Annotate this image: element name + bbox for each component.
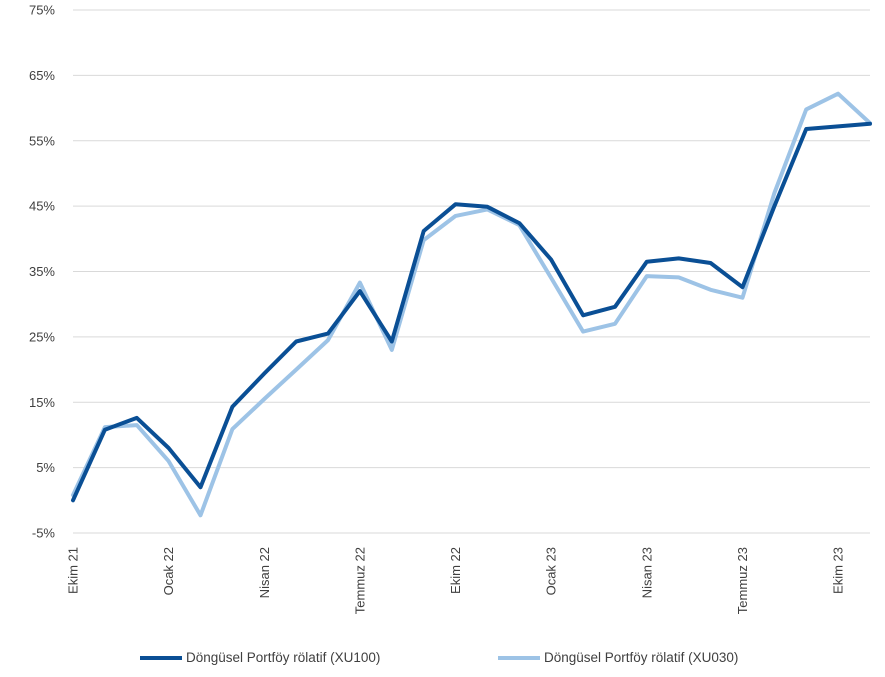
- y-tick-label: 35%: [29, 264, 55, 279]
- series-line-xu100: [71, 121, 872, 503]
- gridlines: [73, 9, 870, 534]
- x-tick-label: Ekim 22: [448, 547, 463, 594]
- series-lines: [71, 91, 872, 518]
- y-tick-label: 25%: [29, 329, 55, 344]
- x-tick-label: Ocak 22: [161, 547, 176, 595]
- x-axis-tick-labels: Ekim 21 Ocak 22 Nisan 22 Temmuz 22 Ekim 22 Oc…: [66, 547, 846, 614]
- line-chart: 75% 65% 55% 45% 35% 25% 15% 5% -5% Ekim 21 Ocak 2…: [29, 3, 872, 614]
- x-tick-label: Ekim 21: [66, 547, 81, 594]
- legend-label-xu100: Döngüsel Portföy rölatif (XU100): [186, 650, 381, 665]
- x-tick-label: Ocak 23: [544, 547, 559, 595]
- x-tick-label: Temmuz 23: [735, 547, 750, 614]
- x-tick-label: Nisan 22: [257, 547, 272, 598]
- y-tick-label: -5%: [32, 526, 56, 541]
- legend-item-xu030: Döngüsel Portföy rölatif (XU030): [498, 650, 738, 665]
- series-line-xu030: [71, 91, 872, 518]
- legend-swatch-xu100: [140, 655, 182, 660]
- x-tick-label: Nisan 23: [639, 547, 654, 598]
- y-axis-tick-labels: 75% 65% 55% 45% 35% 25% 15% 5% -5%: [29, 3, 55, 541]
- y-tick-label: 65%: [29, 68, 55, 83]
- x-tick-label: Temmuz 22: [352, 547, 367, 614]
- y-tick-label: 45%: [29, 199, 55, 214]
- legend-item-xu100: Döngüsel Portföy rölatif (XU100): [140, 650, 380, 665]
- y-tick-label: 75%: [29, 3, 55, 18]
- y-tick-label: 15%: [29, 395, 55, 410]
- legend-swatch-xu030: [498, 655, 540, 660]
- legend-label-xu030: Döngüsel Portföy rölatif (XU030): [544, 650, 739, 665]
- legend: Döngüsel Portföy rölatif (XU100) Döngüse…: [0, 650, 885, 674]
- y-tick-label: 55%: [29, 133, 55, 148]
- x-tick-label: Ekim 23: [831, 547, 846, 594]
- y-tick-label: 5%: [36, 460, 55, 475]
